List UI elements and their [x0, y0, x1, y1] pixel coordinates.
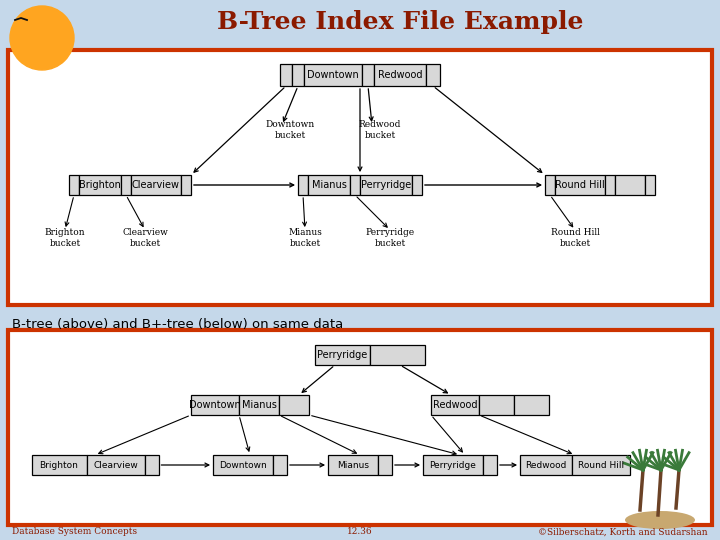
Bar: [8, 50, 712, 305]
Bar: [555, 175, 605, 195]
Text: Brighton: Brighton: [40, 461, 78, 469]
Bar: [79, 175, 121, 195]
Bar: [279, 395, 309, 415]
Text: 12.36: 12.36: [347, 528, 373, 537]
Bar: [315, 345, 370, 365]
Bar: [69, 175, 79, 195]
Text: Brighton: Brighton: [79, 180, 121, 190]
Text: Round Hill: Round Hill: [578, 461, 624, 469]
Bar: [32, 455, 86, 475]
Text: Downtown: Downtown: [219, 461, 267, 469]
Text: Clearview: Clearview: [132, 180, 180, 190]
Bar: [426, 64, 440, 86]
Bar: [298, 175, 308, 195]
Bar: [131, 175, 181, 195]
Text: Perryridge: Perryridge: [361, 180, 411, 190]
Bar: [145, 455, 158, 475]
Text: Mianus
bucket: Mianus bucket: [288, 228, 322, 248]
Text: Downtown: Downtown: [307, 70, 359, 80]
Bar: [350, 175, 360, 195]
Text: Perryridge: Perryridge: [318, 350, 368, 360]
Bar: [479, 395, 514, 415]
Text: Perryridge: Perryridge: [430, 461, 477, 469]
Text: Round Hill: Round Hill: [555, 180, 605, 190]
Text: Mianus: Mianus: [242, 400, 276, 410]
Circle shape: [10, 6, 74, 70]
Bar: [213, 455, 273, 475]
Bar: [374, 64, 426, 86]
Text: Downtown
bucket: Downtown bucket: [266, 120, 315, 140]
Bar: [304, 64, 362, 86]
Text: Redwood: Redwood: [378, 70, 422, 80]
Bar: [605, 175, 615, 195]
Text: Downtown: Downtown: [189, 400, 241, 410]
Text: Round Hill
bucket: Round Hill bucket: [551, 228, 600, 248]
Bar: [545, 175, 555, 195]
Bar: [572, 455, 630, 475]
Bar: [514, 395, 549, 415]
Bar: [520, 455, 572, 475]
Bar: [423, 455, 483, 475]
Text: Database System Concepts: Database System Concepts: [12, 528, 137, 537]
Text: Redwood
bucket: Redwood bucket: [359, 120, 401, 140]
Text: Mianus: Mianus: [312, 180, 346, 190]
Bar: [645, 175, 655, 195]
Text: Brighton
bucket: Brighton bucket: [45, 228, 85, 248]
Bar: [181, 175, 191, 195]
Text: Mianus: Mianus: [337, 461, 369, 469]
Text: B-tree (above) and B+-tree (below) on same data: B-tree (above) and B+-tree (below) on sa…: [12, 318, 343, 331]
Bar: [328, 455, 378, 475]
Bar: [191, 395, 239, 415]
Bar: [360, 175, 412, 195]
Text: ©Silberschatz, Korth and Sudarshan: ©Silberschatz, Korth and Sudarshan: [539, 528, 708, 537]
Text: Redwood: Redwood: [433, 400, 477, 410]
Bar: [308, 175, 350, 195]
Text: Clearview: Clearview: [93, 461, 138, 469]
Bar: [378, 455, 392, 475]
Bar: [239, 395, 279, 415]
Bar: [292, 64, 304, 86]
Text: B-Tree Index File Example: B-Tree Index File Example: [217, 10, 583, 34]
Bar: [273, 455, 287, 475]
Bar: [615, 175, 645, 195]
Text: Perryridge
bucket: Perryridge bucket: [366, 228, 415, 248]
Bar: [121, 175, 131, 195]
Bar: [362, 64, 374, 86]
Bar: [280, 64, 292, 86]
Text: Clearview
bucket: Clearview bucket: [122, 228, 168, 248]
Ellipse shape: [625, 511, 695, 529]
Bar: [483, 455, 497, 475]
Bar: [412, 175, 422, 195]
Bar: [431, 395, 479, 415]
Bar: [370, 345, 425, 365]
Text: Redwood: Redwood: [526, 461, 567, 469]
Bar: [8, 330, 712, 525]
Bar: [86, 455, 145, 475]
